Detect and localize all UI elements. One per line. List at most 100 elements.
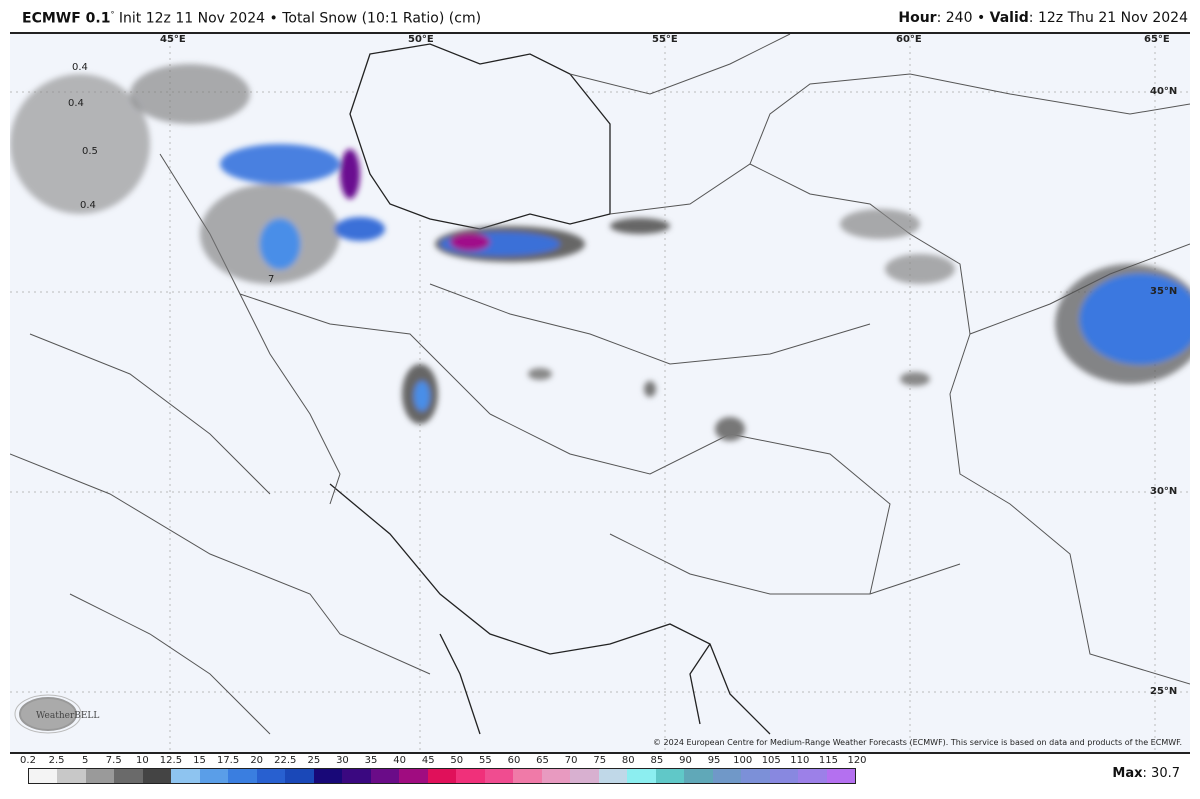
hour-label: Hour <box>898 10 937 26</box>
colorbar-segment <box>228 769 257 783</box>
colorbar <box>28 768 856 784</box>
lon-label: 55°E <box>652 34 678 45</box>
map-canvas <box>9 33 1200 752</box>
colorbar-tick: 35 <box>364 755 378 766</box>
colorbar-segment <box>285 769 314 783</box>
lon-label: 45°E <box>160 34 186 45</box>
snow-map: 45°E 50°E 55°E 60°E 65°E 40°N 35°N 30°N … <box>9 32 1200 754</box>
separator: • <box>976 10 986 26</box>
colorbar-segment <box>399 769 428 783</box>
colorbar-segment <box>313 769 343 783</box>
colorbar-segment <box>114 769 143 783</box>
borders <box>9 33 1191 735</box>
value-label: 0.4 <box>80 200 96 211</box>
colorbar-segment <box>484 769 514 783</box>
colorbar-tick: 80 <box>621 755 635 766</box>
degree-sign: ° <box>110 10 115 19</box>
colorbar-segment <box>798 769 827 783</box>
colorbar-tick: 85 <box>650 755 664 766</box>
max-label: Max <box>1112 766 1143 781</box>
weatherbell-logo: WeatherBELL <box>14 694 114 738</box>
colorbar-segment <box>513 769 542 783</box>
colorbar-segment <box>370 769 400 783</box>
colorbar-tick: 2.5 <box>48 755 65 766</box>
colorbar-segment <box>199 769 229 783</box>
valid-time-header: Hour: 240 • Valid: 12z Thu 21 Nov 2024 <box>898 10 1188 26</box>
colorbar-tick: 75 <box>593 755 607 766</box>
max-value: Max: 30.7 <box>1112 766 1180 781</box>
colorbar-segment <box>655 769 685 783</box>
colorbar-segment <box>712 769 742 783</box>
lon-label: 50°E <box>408 34 434 45</box>
value-label: 7 <box>268 274 275 285</box>
snowfall-areas <box>10 64 1200 441</box>
colorbar-segment <box>171 769 200 783</box>
model-name: ECMWF 0.1 <box>22 10 111 27</box>
separator: • <box>269 10 278 27</box>
colorbar-tick: 40 <box>393 755 406 766</box>
colorbar-tick: 115 <box>818 755 838 766</box>
colorbar-segment <box>256 769 286 783</box>
value-label: 0.4 <box>68 98 84 109</box>
lat-label: 35°N <box>1150 286 1178 297</box>
value-label: 0.5 <box>82 146 98 157</box>
lon-label: 60°E <box>896 34 922 45</box>
caspian-sea <box>349 43 611 230</box>
colorbar-segment <box>684 769 713 783</box>
max-number: 30.7 <box>1151 766 1180 781</box>
colorbar-tick: 70 <box>564 755 578 766</box>
colorbar-segment <box>627 769 656 783</box>
colorbar-tick: 22.5 <box>274 755 297 766</box>
colorbar-tick: 90 <box>679 755 692 766</box>
colorbar-tick: 0.2 <box>20 755 36 766</box>
colorbar-segment <box>427 769 457 783</box>
colorbar-tick: 55 <box>479 755 492 766</box>
lon-label: 65°E <box>1144 34 1170 45</box>
colorbar-tick: 50 <box>450 755 464 766</box>
colorbar-tick: 105 <box>761 755 781 766</box>
colorbar-tick: 5 <box>81 755 89 766</box>
colorbar-tick: 10 <box>135 755 149 766</box>
colorbar-tick: 25 <box>307 755 321 766</box>
colorbar-tick: 15 <box>193 755 206 766</box>
colorbar-segment <box>769 769 799 783</box>
colorbar-segment <box>570 769 599 783</box>
colorbar-segment <box>598 769 628 783</box>
value-label: 0.4 <box>72 62 88 73</box>
colorbar-tick: 30 <box>336 755 349 766</box>
valid-label: Valid <box>989 10 1029 26</box>
colorbar-segment <box>342 769 371 783</box>
colorbar-tick: 60 <box>507 755 521 766</box>
colorbar-tick: 17.5 <box>216 755 240 766</box>
colorbar-tick: 95 <box>707 755 721 766</box>
map-title: ECMWF 0.1° Init 12z 11 Nov 2024 • Total … <box>22 10 481 27</box>
colorbar-segment <box>826 769 856 783</box>
graticule <box>10 34 1190 752</box>
product-name: Total Snow (10:1 Ratio) (cm) <box>282 10 482 27</box>
colorbar-tick: 65 <box>536 755 549 766</box>
colorbar-segment <box>142 769 172 783</box>
copyright-credit: © 2024 European Centre for Medium-Range … <box>653 738 1182 747</box>
colorbar-tick: 100 <box>733 755 753 766</box>
lat-label: 30°N <box>1150 486 1178 497</box>
colorbar-segment <box>57 769 86 783</box>
colorbar-tick: 110 <box>790 755 810 766</box>
colorbar-ticks: 0.2 2.5 5 7.5 10 12.5 15 17.5 20 22.5 25 30 35 40 45 50… <box>20 755 867 767</box>
lat-label: 40°N <box>1150 86 1178 97</box>
colorbar-segment <box>541 769 571 783</box>
colorbar-tick: 20 <box>250 755 264 766</box>
valid-time: 12z Thu 21 Nov 2024 <box>1037 10 1188 26</box>
colorbar-tick: 45 <box>421 755 435 766</box>
colorbar-segment <box>456 769 485 783</box>
colorbar-segment <box>741 769 770 783</box>
init-time: Init 12z 11 Nov 2024 <box>118 10 266 27</box>
colorbar-tick: 12.5 <box>159 755 183 766</box>
forecast-hour: 240 <box>945 10 973 26</box>
persian-gulf-coast <box>329 483 771 735</box>
colorbar-segment <box>29 769 58 783</box>
lat-label: 25°N <box>1150 686 1178 697</box>
colorbar-tick: 7.5 <box>105 755 122 766</box>
logo-text: WeatherBELL <box>36 711 99 721</box>
colorbar-segment <box>85 769 115 783</box>
colorbar-tick: 120 <box>847 755 867 766</box>
